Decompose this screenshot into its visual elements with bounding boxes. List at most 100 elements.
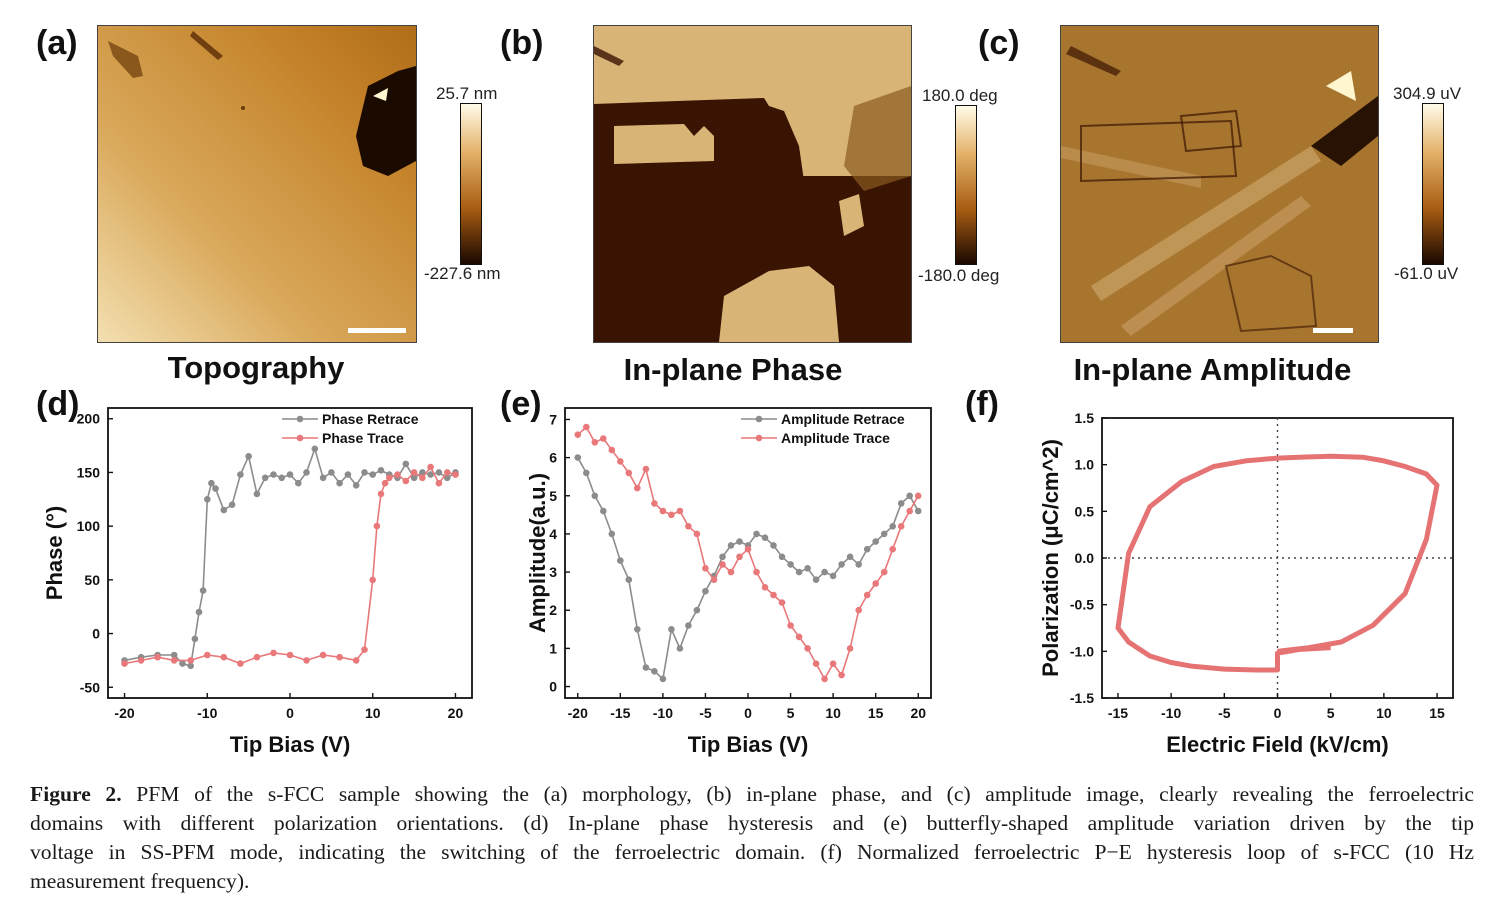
data-point [237,471,244,478]
data-point [278,474,286,482]
x-axis-label: Tip Bias (V) [688,732,809,757]
x-tick-label: -5 [699,705,712,721]
chart-phase-hysteresis: -20 -10 0 10 20 200 150 100 50 0 -50 Tip Bias (V) Ph… [42,407,473,757]
data-point [795,633,803,641]
data-point [727,568,735,576]
data-point [261,474,269,482]
data-point [452,471,459,478]
x-tick-label: 10 [365,705,381,721]
data-point [381,479,389,487]
legend-label: Amplitude Trace [781,430,890,446]
data-point [651,668,658,675]
data-point [625,576,633,583]
data-point [829,572,837,580]
data-point [787,561,794,568]
y-axis-label: Amplitude(a.u.) [525,473,550,633]
data-point [410,469,418,476]
data-point [668,626,675,633]
legend-marker [755,415,763,423]
data-point [402,460,410,468]
data-point [914,507,922,515]
data-point [361,646,368,653]
colorbar-a [460,103,482,265]
data-point [600,435,607,442]
panel-label-d: (d) [36,385,80,423]
data-point [642,465,650,473]
legend-label: Phase Trace [322,430,404,446]
data-point [659,507,667,515]
data-point [719,561,726,568]
data-point [744,545,752,553]
x-axis-label: Tip Bias (V) [230,732,351,757]
data-point [685,523,692,530]
data-point [204,496,211,503]
data-point [676,645,684,652]
phase-image [594,26,911,342]
y-tick-label: 0.0 [1075,550,1095,566]
data-point [270,649,277,657]
data-point [154,653,161,661]
x-tick-label: 20 [910,705,926,721]
legend-label: Phase Retrace [322,411,419,427]
x-tick-label: 0 [286,705,294,721]
data-point [651,500,658,507]
data-point [170,651,178,659]
chart-pe-loop: -15 -10 -5 0 5 10 15 1.5 1.0 0.5 0.0 -0.5 -1.0 -1.5 El… [1038,410,1454,757]
data-point [319,651,327,659]
colorbar-b-max: 180.0 deg [922,86,998,105]
y-tick-label: 1.0 [1075,457,1095,473]
data-point [303,469,310,476]
data-point [204,651,211,659]
y-tick-label: 200 [77,411,101,427]
data-point [821,675,828,683]
data-point [804,645,811,652]
x-tick-label: -15 [1108,705,1128,721]
data-point [897,523,905,530]
data-point [253,653,261,661]
y-tick-label: -0.5 [1070,597,1094,613]
y-tick-label: 50 [84,572,100,588]
data-point [402,477,410,485]
data-point [693,530,701,538]
data-point [906,507,913,515]
caption-label: Figure 2. [30,782,122,806]
data-point [583,469,590,477]
colorbar-c-min: -61.0 uV [1394,264,1459,283]
data-point [880,568,888,576]
legend-label: Amplitude Retrace [781,411,905,427]
data-point [253,490,261,498]
data-point [419,474,426,482]
data-point [286,471,294,478]
y-tick-label: 150 [77,464,101,480]
series-line-loop [1115,453,1440,673]
data-point [846,645,854,652]
data-point [591,492,599,500]
data-point [352,657,360,664]
y-tick-label: -1.5 [1070,690,1094,706]
data-point [702,587,709,595]
data-point [812,576,820,583]
scale-bar-c [1313,328,1353,333]
data-point [778,599,786,606]
data-point [838,561,845,568]
data-point [829,660,837,667]
data-point [914,492,922,500]
data-point [212,485,219,492]
data-point [443,469,451,476]
y-tick-label: 0 [92,626,100,642]
y-tick-label: 5 [549,488,557,504]
data-point [286,651,294,659]
data-point [625,469,633,477]
phase-map [593,25,912,343]
title-phase: In-plane Phase [623,352,843,387]
data-point [821,568,828,576]
x-tick-label: -15 [610,705,630,721]
x-tick-label: 0 [1274,705,1282,721]
data-point [761,534,769,541]
data-point [855,606,862,614]
data-point [846,553,854,561]
x-tick-label: 5 [787,705,795,721]
panel-label-b: (b) [500,24,544,62]
data-point [668,511,675,519]
data-point [137,657,145,664]
